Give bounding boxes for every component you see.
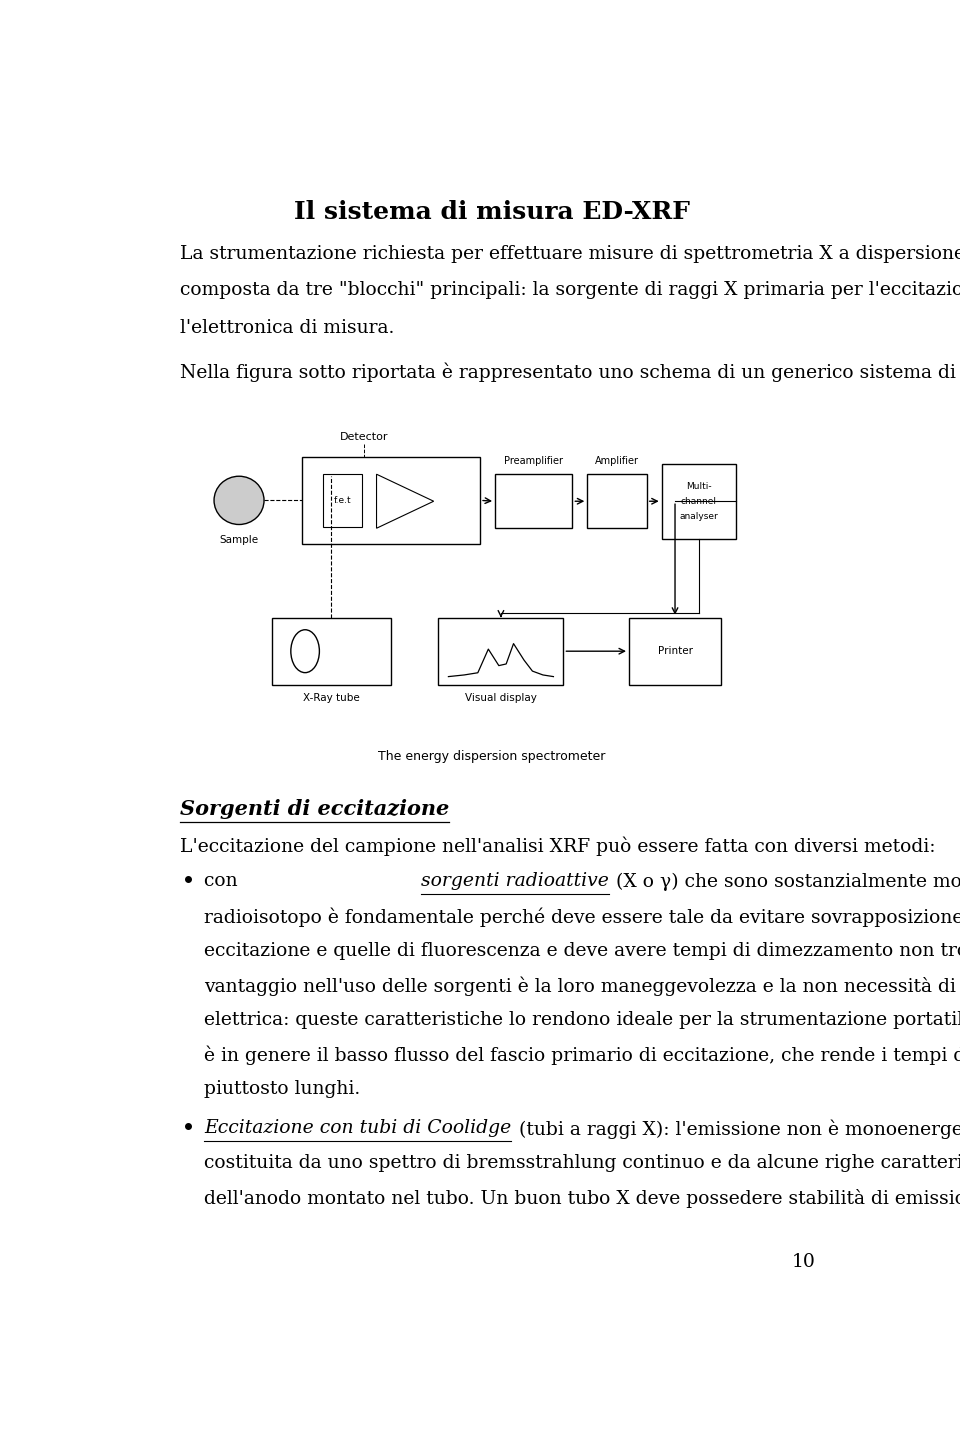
Bar [272,618,391,685]
Text: (X o γ) che sono sostanzialmente monoenergetiche. La scelta del: (X o γ) che sono sostanzialmente monoene… [611,872,960,891]
Bar [495,474,572,528]
Text: (tubi a raggi X): l'emissione non è monoenergetica ma è: (tubi a raggi X): l'emissione non è mono… [513,1119,960,1139]
Text: Visual display: Visual display [465,692,537,702]
Text: composta da tre "blocchi" principali: la sorgente di raggi X primaria per l'ecci: composta da tre "blocchi" principali: la… [180,281,960,299]
Text: Il sistema di misura ED-XRF: Il sistema di misura ED-XRF [294,200,690,223]
Polygon shape [376,474,434,528]
Text: piuttosto lunghi.: piuttosto lunghi. [204,1080,360,1098]
Text: l'elettronica di misura.: l'elettronica di misura. [180,319,394,338]
Text: con: con [204,872,244,891]
Text: analyser: analyser [680,512,718,521]
Bar [439,618,564,685]
Text: eccitazione e quelle di fluorescenza e deve avere tempi di dimezzamento non trop: eccitazione e quelle di fluorescenza e d… [204,942,960,959]
Text: L'eccitazione del campione nell'analisi XRF può essere fatta con diversi metodi:: L'eccitazione del campione nell'analisi … [180,837,935,856]
Text: Nella figura sotto riportata è rappresentato uno schema di un generico sistema d: Nella figura sotto riportata è rappresen… [180,363,960,383]
Bar [301,457,480,544]
Text: vantaggio nell'uso delle sorgenti è la loro maneggevolezza e la non necessità di: vantaggio nell'uso delle sorgenti è la l… [204,977,960,995]
Text: sorgenti radioattive: sorgenti radioattive [421,872,609,891]
Circle shape [291,630,320,673]
Bar [629,618,721,685]
Text: Detector: Detector [340,432,388,441]
Text: dell'anodo montato nel tubo. Un buon tubo X deve possedere stabilità di emission: dell'anodo montato nel tubo. Un buon tub… [204,1188,960,1207]
Text: Sample: Sample [220,534,258,544]
Bar [661,464,736,538]
Text: Preamplifier: Preamplifier [504,457,564,466]
Text: 10: 10 [792,1254,816,1271]
Text: costituita da uno spettro di bremsstrahlung continuo e da alcune righe caratteri: costituita da uno spettro di bremsstrahl… [204,1154,960,1172]
Text: Sorgenti di eccitazione: Sorgenti di eccitazione [180,798,448,818]
Bar [588,474,647,528]
Text: è in genere il basso flusso del fascio primario di eccitazione, che rende i temp: è in genere il basso flusso del fascio p… [204,1046,960,1065]
Text: The energy dispersion spectrometer: The energy dispersion spectrometer [378,750,606,763]
Text: elettrica: queste caratteristiche lo rendono ideale per la strumentazione portat: elettrica: queste caratteristiche lo ren… [204,1011,960,1029]
Text: f.e.t: f.e.t [334,496,351,505]
Text: channel: channel [681,496,717,506]
Text: radioisotopo è fondamentale perché deve essere tale da evitare sovrapposizione f: radioisotopo è fondamentale perché deve … [204,907,960,927]
Text: Amplifier: Amplifier [595,457,639,466]
Text: La strumentazione richiesta per effettuare misure di spettrometria X a dispersio: La strumentazione richiesta per effettua… [180,244,960,263]
Text: Eccitazione con tubi di Coolidge: Eccitazione con tubi di Coolidge [204,1119,512,1138]
Ellipse shape [214,476,264,524]
Text: X-Ray tube: X-Ray tube [303,692,360,702]
Text: Printer: Printer [658,646,692,656]
Bar [323,474,362,527]
Text: Multi-: Multi- [686,482,711,490]
